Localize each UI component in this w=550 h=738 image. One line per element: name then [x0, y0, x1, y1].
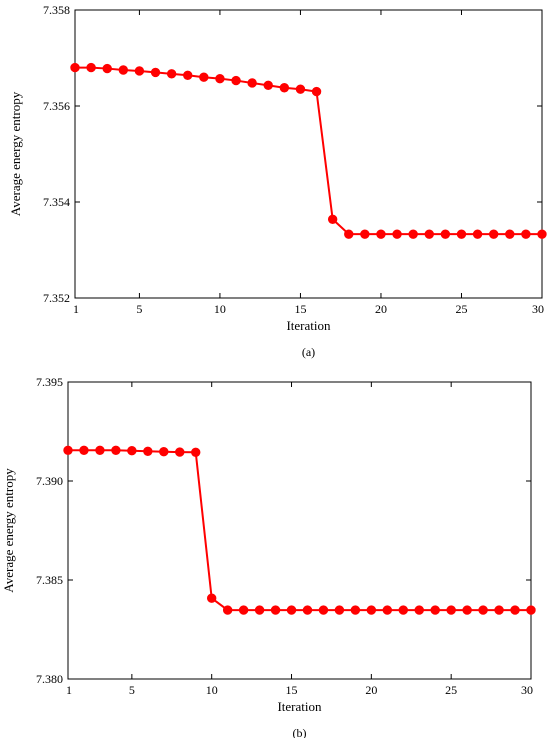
chart-a-y-tick-label: 7.358 [43, 3, 70, 17]
chart-a-data-point [360, 229, 370, 239]
chart-b-series-line [68, 449, 531, 612]
chart-b-data-point [366, 605, 377, 615]
chart-b-data-point [63, 445, 73, 456]
chart-b-data-point [526, 605, 536, 615]
chart-a-data-point [199, 72, 209, 82]
chart-a-data-point [327, 214, 338, 224]
chart-b-data-point [270, 605, 281, 615]
chart-b-y-tick-label: 7.380 [36, 672, 63, 686]
chart-a-data-point [166, 69, 177, 79]
chart-a-data-point [472, 229, 483, 239]
chart-a-data-point [86, 62, 96, 73]
chart-b-caption: (b) [293, 726, 307, 738]
chart-b-data-point [478, 605, 488, 615]
chart-b-data-point [95, 445, 105, 456]
chart-b-data-point [382, 605, 393, 615]
chart-a-data-point [440, 229, 451, 239]
chart-b-x-tick-label: 5 [129, 683, 135, 697]
chart-b-x-tick-label: 30 [521, 683, 533, 697]
chart-a-x-tick-label: 20 [375, 302, 387, 316]
chart-b-plot-frame [67, 381, 532, 680]
chart-b-y-tick-label: 7.395 [36, 375, 63, 389]
chart-b-data-point [286, 605, 297, 615]
chart-a-data-point [263, 80, 273, 91]
chart-a-data-point [134, 66, 145, 76]
chart-a-y-tick-label: 7.356 [43, 99, 70, 113]
chart-b-data-point [254, 605, 265, 615]
chart-a-data-point [295, 84, 306, 94]
chart-b-data-point [238, 605, 249, 615]
chart-a-data-point [150, 67, 161, 78]
chart-a-data-point [505, 229, 515, 239]
chart-b-data-point [334, 605, 345, 615]
chart-b-x-tick-label: 10 [206, 683, 218, 697]
chart-a-x-tick-label: 25 [455, 302, 467, 316]
chart-a-data-point [408, 229, 418, 239]
chart-b-data-point [414, 605, 424, 615]
chart-a-data-point [456, 229, 467, 239]
chart-a-x-tick-label: 5 [136, 302, 142, 316]
chart-a-data-point [279, 83, 290, 93]
chart-b-data-point [206, 593, 217, 603]
chart-a-data-point [537, 229, 547, 239]
chart-b-data-point [430, 605, 440, 615]
chart-b-data-point [398, 605, 408, 615]
chart-a-data-point [344, 229, 354, 239]
chart-b-y-tick-label: 7.390 [36, 474, 63, 488]
chart-a-series-line [75, 66, 542, 236]
chart-b-data-point [159, 446, 169, 457]
chart-a-data-point [70, 62, 80, 73]
chart-b-data-point [175, 447, 185, 457]
chart-b-x-axis-title: Iteration [277, 699, 322, 714]
chart-b-data-point [350, 605, 361, 615]
chart-b-data-point [510, 605, 520, 615]
chart-b-x-tick-label: 20 [365, 683, 377, 697]
chart-a-data-point [231, 75, 241, 86]
chart-a-y-tick-label: 7.354 [43, 195, 70, 209]
chart-b-x-tick-label: 15 [286, 683, 298, 697]
chart-a-x-tick-label: 15 [294, 302, 306, 316]
chart-b-data-point [318, 605, 329, 615]
chart-a-x-tick-label: 30 [532, 302, 544, 316]
chart-a-x-tick-label: 1 [73, 302, 79, 316]
chart-b-data-point [143, 446, 153, 456]
chart-a-data-point [376, 229, 386, 239]
chart-a-data-point [424, 229, 434, 239]
chart-b-data-point [111, 445, 121, 456]
chart-b-x-tick-label: 25 [445, 683, 457, 697]
chart-a-data-point [102, 63, 112, 74]
chart-a-data-point [311, 86, 322, 97]
chart-a-data-point [118, 65, 129, 75]
chart-a-y-axis-title: Average energy entropy [8, 91, 23, 216]
chart-b-x-tick-label: 1 [66, 683, 72, 697]
chart-a-data-point [488, 229, 499, 239]
chart-b-data-point [302, 605, 313, 615]
chart-a-x-tick-label: 10 [214, 302, 226, 316]
chart-b-data-point [222, 605, 233, 615]
chart-a-plot-frame [74, 9, 543, 299]
chart-b-data-point [494, 605, 504, 615]
chart-b-data-point [191, 447, 201, 457]
chart-b-data-point [79, 445, 89, 456]
chart-a-y-tick-label: 7.352 [43, 291, 70, 305]
chart-b-y-axis-title: Average energy entropy [1, 468, 16, 593]
chart-b-y-tick-label: 7.385 [36, 573, 63, 587]
chart-a-data-point [521, 229, 531, 239]
chart-a-data-point [183, 70, 193, 80]
chart-a-data-point [215, 73, 225, 84]
chart-b-data-point [446, 605, 456, 615]
chart-b-data-point [127, 446, 137, 456]
chart-a-data-point [392, 229, 402, 239]
chart-a-caption: (a) [302, 345, 315, 359]
chart-a-data-point [247, 78, 257, 88]
chart-a-x-axis-title: Iteration [286, 318, 331, 333]
chart-b-data-point [462, 605, 472, 615]
